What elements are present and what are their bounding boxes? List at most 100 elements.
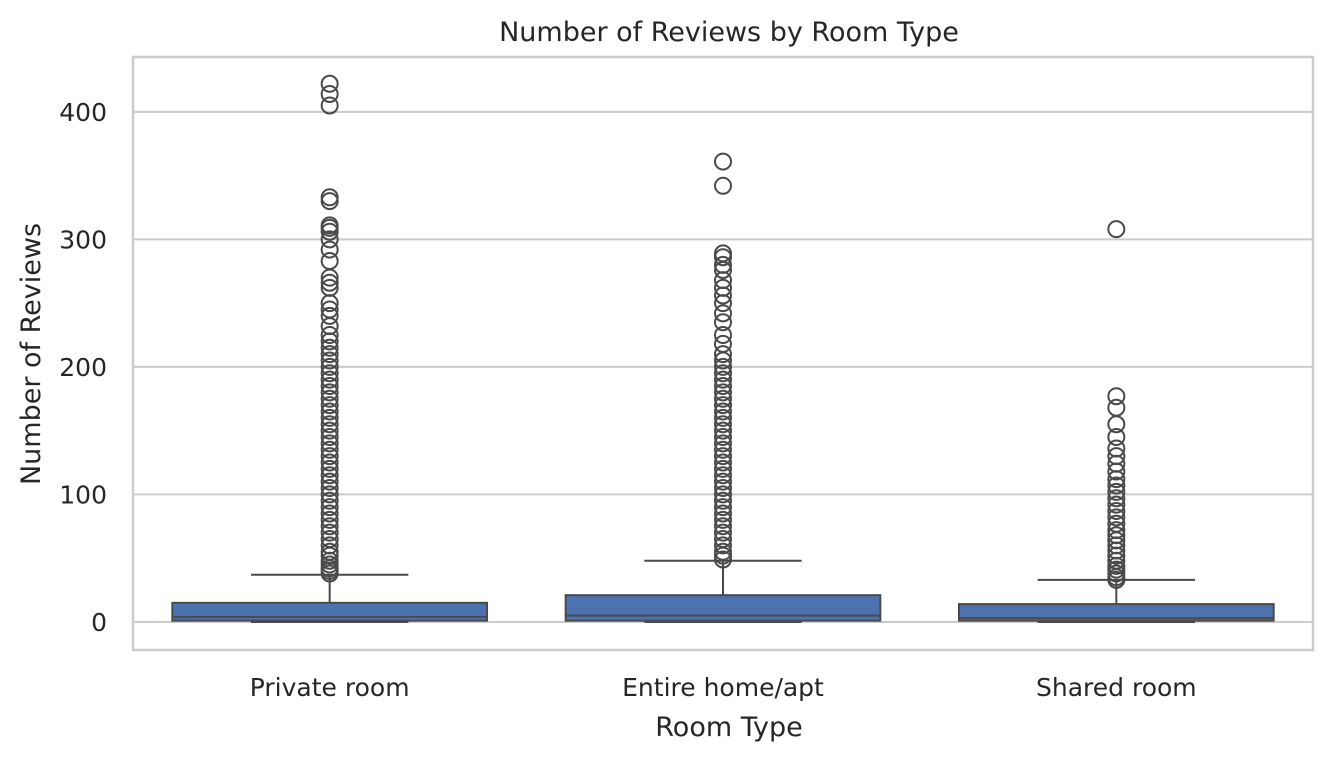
outlier-point — [714, 152, 732, 171]
box-group — [958, 220, 1275, 623]
outlier-point — [320, 434, 339, 453]
outlier-point — [320, 479, 339, 498]
outlier-point — [714, 453, 732, 472]
outlier-point — [714, 447, 732, 466]
outlier-point — [320, 491, 339, 510]
outlier-point — [320, 536, 339, 555]
outlier-point — [320, 504, 339, 523]
boxes — [171, 74, 1275, 623]
outlier-point — [714, 357, 732, 376]
outlier-point — [320, 370, 339, 389]
outlier-point — [714, 345, 732, 364]
outlier-point — [714, 466, 732, 485]
x-axis-label: Room Type — [655, 712, 803, 743]
outlier-point — [714, 364, 732, 383]
outlier-point — [1107, 501, 1126, 520]
outlier-point — [1107, 482, 1126, 501]
outlier-point — [714, 278, 732, 297]
outlier-point — [320, 402, 339, 421]
y-axis-label: Number of Reviews — [16, 223, 47, 485]
outlier-point — [320, 96, 339, 115]
outlier-point — [1107, 521, 1126, 540]
y-tick-label: 0 — [91, 608, 107, 637]
outlier-point — [1107, 398, 1126, 417]
outlier-point — [320, 389, 339, 408]
outlier-point — [320, 517, 339, 536]
outlier-point — [714, 498, 732, 517]
outlier-point — [320, 252, 339, 271]
outlier-point — [714, 326, 732, 345]
outlier-point — [714, 389, 732, 408]
outlier-point — [320, 351, 339, 370]
x-tick-labels: Private room Entire home/apt Shared room — [250, 673, 1197, 702]
outlier-point — [714, 244, 732, 263]
outlier-point — [320, 345, 339, 364]
outlier-point — [320, 408, 339, 427]
outlier-point — [714, 255, 732, 274]
outlier-point — [320, 466, 339, 485]
outlier-point — [320, 188, 339, 207]
outlier-point — [320, 415, 339, 434]
iqr-box — [958, 603, 1275, 622]
outlier-point — [320, 192, 339, 211]
outlier-point — [320, 326, 339, 345]
outlier-point — [714, 542, 732, 561]
outlier-point — [320, 273, 339, 292]
outlier-point — [320, 447, 339, 466]
outlier-point — [714, 304, 732, 323]
outlier-point — [714, 517, 732, 536]
outlier-point — [320, 306, 339, 325]
grid-lines — [133, 110, 1313, 623]
outlier-point — [1107, 495, 1126, 514]
outlier-point — [714, 510, 732, 529]
outlier-point — [320, 278, 339, 297]
outlier-point — [320, 459, 339, 478]
outlier-point — [1107, 526, 1126, 545]
y-tick-label: 200 — [59, 353, 107, 382]
outlier-point — [320, 523, 339, 542]
outlier-point — [320, 338, 339, 357]
outlier-point — [714, 176, 732, 195]
outlier-point — [714, 523, 732, 542]
outlier-point — [320, 383, 339, 402]
outlier-point — [714, 402, 732, 421]
outlier-point — [1107, 508, 1126, 527]
iqr-box — [564, 594, 882, 622]
outlier-point — [1107, 447, 1126, 466]
outlier-point — [1107, 428, 1126, 447]
outlier-point — [1107, 439, 1126, 458]
outlier-point — [714, 472, 732, 491]
outlier-point — [320, 74, 339, 93]
outlier-point — [320, 485, 339, 504]
outlier-point — [1107, 220, 1126, 239]
outlier-point — [714, 377, 732, 396]
outlier-point — [714, 408, 732, 427]
outlier-point — [714, 536, 732, 555]
outlier-point — [714, 491, 732, 510]
outlier-point — [320, 472, 339, 491]
outlier-point — [1107, 387, 1126, 406]
outlier-point — [714, 415, 732, 434]
outlier-point — [714, 334, 732, 353]
outlier-point — [714, 530, 732, 549]
y-tick-label: 400 — [59, 98, 107, 127]
outlier-point — [320, 453, 339, 472]
outlier-point — [320, 510, 339, 529]
outlier-point — [714, 383, 732, 402]
outlier-point — [1107, 476, 1126, 495]
outlier-point — [320, 498, 339, 517]
outlier-point — [714, 504, 732, 523]
outlier-point — [320, 300, 339, 319]
y-tick-label: 100 — [59, 480, 107, 509]
outlier-point — [320, 240, 339, 259]
outlier-point — [320, 396, 339, 415]
outlier-point — [320, 357, 339, 376]
outlier-point — [320, 421, 339, 440]
outlier-point — [714, 313, 732, 332]
outlier-point — [1107, 514, 1126, 533]
outlier-point — [320, 230, 339, 249]
chart-title: Number of Reviews by Room Type — [499, 17, 959, 48]
axes-frame — [131, 55, 1315, 652]
outlier-point — [320, 530, 339, 549]
